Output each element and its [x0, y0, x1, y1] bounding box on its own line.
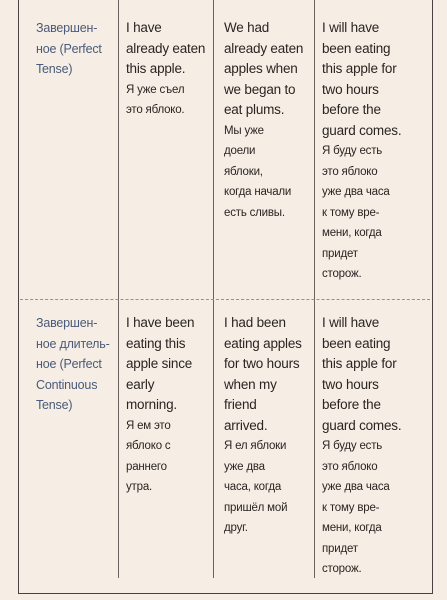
- example-cell: I had been eating apples for two hours w…: [224, 313, 312, 539]
- example-russian: Я буду есть это яблоко уже два часа к то…: [322, 440, 390, 575]
- tense-name-cell: Завершен- ное длитель- ное (Perfect Cont…: [36, 313, 118, 416]
- example-russian: Я уже съел это яблоко.: [126, 83, 185, 117]
- column-divider-2: [213, 0, 214, 578]
- example-cell: I have already eaten this apple. Я уже с…: [126, 18, 212, 121]
- example-russian: Я ем это яблоко с раннего утра.: [126, 419, 171, 494]
- table-right-border: [432, 0, 433, 594]
- example-cell: We had already eaten apples when we bega…: [224, 18, 312, 223]
- example-english: We had already eaten apples when we bega…: [224, 20, 304, 117]
- example-english: I will have been eating this apple for t…: [322, 315, 402, 433]
- column-divider-1: [118, 0, 119, 578]
- example-russian: Я буду есть это яблоко уже два часа к то…: [322, 145, 390, 280]
- example-english: I have been eating this apple since earl…: [126, 315, 195, 412]
- example-english: I had been eating apples for two hours w…: [224, 315, 302, 433]
- tense-name-cell: Завершен- ное (Perfect Tense): [36, 18, 118, 80]
- example-russian: Я ел яблоки уже два часа, когда пришёл м…: [224, 440, 288, 534]
- example-cell: I will have been eating this apple for t…: [322, 313, 430, 580]
- example-english: I will have been eating this apple for t…: [322, 20, 402, 138]
- tense-name: Завершен- ное длитель- ное (Perfect Cont…: [36, 316, 110, 412]
- example-cell: I will have been eating this apple for t…: [322, 18, 430, 285]
- table-bottom-border: [18, 593, 433, 594]
- example-english: I have already eaten this apple.: [126, 20, 206, 76]
- tense-name: Завершен- ное (Perfect Tense): [36, 21, 102, 76]
- row-separator: [20, 299, 430, 300]
- example-cell: I have been eating this apple since earl…: [126, 313, 212, 498]
- example-russian: Мы уже доели яблоки, когда начали есть с…: [224, 124, 292, 219]
- table-left-border: [18, 0, 19, 594]
- column-divider-3: [314, 0, 315, 578]
